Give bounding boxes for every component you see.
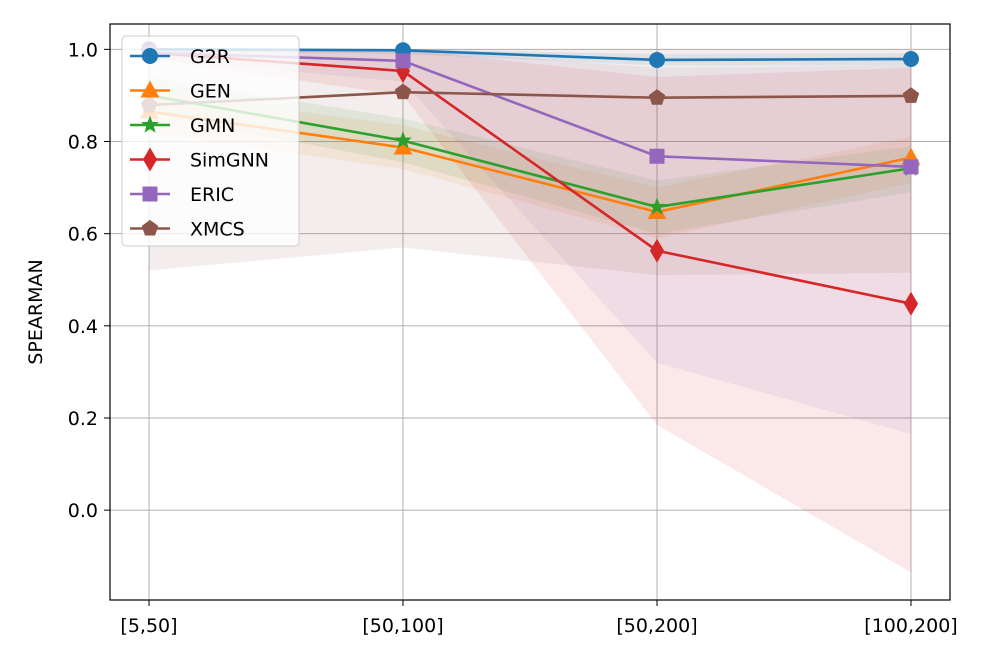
legend-item-gen: GEN xyxy=(130,80,231,103)
plot-frame xyxy=(109,23,951,601)
data-point xyxy=(903,291,919,316)
legend-label: ERIC xyxy=(190,184,234,206)
legend-item-xmcs: XMCS xyxy=(130,219,245,241)
data-point xyxy=(649,238,665,263)
data-point xyxy=(394,131,412,149)
legend-item-g2r: G2R xyxy=(130,46,230,68)
tick-layer: [5,50] [50,100] [50,200] [100,200] 0.0 0.2 0.4… xyxy=(68,39,958,637)
data-point xyxy=(648,89,666,105)
y-tick-label: 0.0 xyxy=(68,500,98,522)
band-simgnn xyxy=(149,49,911,573)
legend-label: XMCS xyxy=(190,219,245,241)
x-tick-label: [100,200] xyxy=(864,615,957,637)
band-g2r xyxy=(149,49,911,66)
band-gmn xyxy=(149,76,911,234)
x-tick-label: [50,200] xyxy=(616,615,697,637)
legend-label: G2R xyxy=(190,46,230,68)
legend-swatch-marker xyxy=(140,80,160,98)
data-point xyxy=(903,51,919,68)
legend-label: GMN xyxy=(190,115,235,137)
data-point xyxy=(395,53,411,69)
data-point xyxy=(394,83,412,100)
data-point xyxy=(902,87,920,103)
y-tick-label: 0.4 xyxy=(68,316,98,338)
legend-label: SimGNN xyxy=(190,150,269,172)
x-tick-label: [5,50] xyxy=(120,615,177,637)
legend-swatch-marker xyxy=(142,186,158,202)
band-layer xyxy=(149,49,911,573)
y-tick-label: 0.8 xyxy=(68,132,98,154)
y-tick-label: 0.2 xyxy=(68,408,98,430)
legend-swatch-marker xyxy=(142,147,158,172)
legend-swatch-marker xyxy=(141,115,159,133)
legend-item-eric: ERIC xyxy=(130,184,234,206)
y-tick-label: 0.6 xyxy=(68,224,98,246)
x-tick-label: [50,100] xyxy=(362,615,443,637)
data-point xyxy=(903,159,919,175)
band-gen xyxy=(149,90,911,239)
y-axis-label: SPEARMAN xyxy=(25,259,47,364)
grid-layer xyxy=(110,24,950,600)
legend-swatch-marker xyxy=(142,48,158,64)
legend: G2R GEN GMN SimGNN ERIC XMCS xyxy=(121,35,300,247)
y-tick-label: 1.0 xyxy=(68,39,98,61)
legend-item-simgnn: SimGNN xyxy=(130,147,269,172)
legend-label: GEN xyxy=(190,81,231,103)
data-point xyxy=(649,148,665,164)
data-point xyxy=(648,197,666,215)
legend-item-gmn: GMN xyxy=(130,115,235,137)
band-eric xyxy=(149,49,911,435)
data-point xyxy=(649,51,665,68)
legend-swatch-marker xyxy=(141,219,159,236)
